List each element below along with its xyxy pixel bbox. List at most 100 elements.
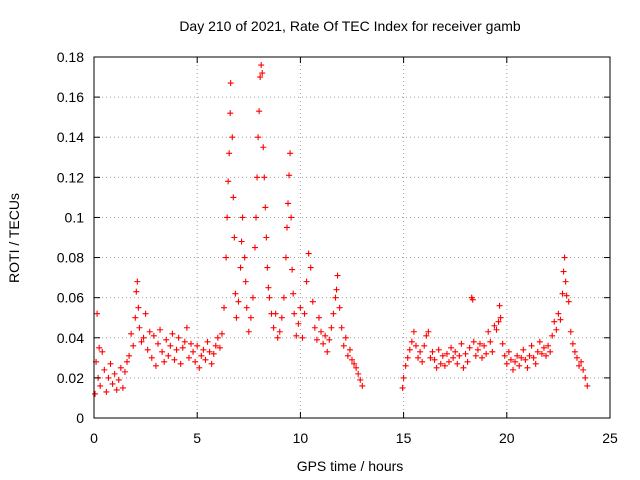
data-point [198,352,205,359]
y-tick-label: 0.06 [57,290,84,306]
data-point [124,358,131,365]
data-point [437,360,444,367]
data-point [415,354,422,361]
data-point [402,362,409,369]
data-point [245,328,252,335]
data-point [399,384,406,391]
data-point [126,352,133,359]
data-point [185,354,192,361]
data-point [161,358,168,365]
data-point [101,366,108,373]
data-point [528,342,535,349]
data-point [470,338,477,345]
data-point [355,370,362,377]
data-point [190,348,197,355]
data-point [313,336,320,343]
data-point [481,342,488,349]
data-point [265,284,272,291]
data-point [526,352,533,359]
data-point [233,314,240,321]
data-point [493,326,500,333]
data-point [286,172,293,179]
data-point [249,294,256,301]
data-point [232,290,239,297]
data-point [261,174,268,181]
data-point [150,332,157,339]
y-tick-label: 0.02 [57,370,84,386]
data-point [254,174,261,181]
data-point [495,318,502,325]
data-point [357,376,364,383]
data-point [130,342,137,349]
data-point [448,344,455,351]
data-point [274,334,281,341]
data-point [224,214,231,221]
data-point [464,358,471,365]
data-point [297,304,304,311]
data-point [320,340,327,347]
data-point [443,350,450,357]
data-point [253,214,260,221]
data-point [344,352,351,359]
data-point [210,350,217,357]
data-point [119,384,126,391]
plot-frame [93,56,611,419]
data-point [489,348,496,355]
data-point [330,310,337,317]
data-point [485,328,492,335]
data-point [431,356,438,363]
data-point [299,334,306,341]
data-point [138,338,145,345]
data-point [427,354,434,361]
data-point [408,338,415,345]
data-point [469,296,476,303]
data-point [287,150,294,157]
data-point [400,374,407,381]
data-point [353,364,360,371]
data-point [121,368,128,375]
data-point [311,324,318,331]
data-point [264,264,271,271]
data-point [551,318,558,325]
data-point [536,338,543,345]
data-point [146,328,153,335]
data-point [157,326,164,333]
data-point [326,336,333,343]
data-point [238,238,245,245]
data-point [169,330,176,337]
data-point [291,310,298,317]
data-point [524,364,531,371]
data-point [458,340,465,347]
data-point [192,358,199,365]
data-point [221,304,228,311]
data-point [241,254,248,261]
data-point [218,330,225,337]
data-point [557,316,564,323]
data-point [117,364,124,371]
data-point [181,338,188,345]
data-point [584,382,591,389]
data-point [216,344,223,351]
data-point [165,352,172,359]
data-point [289,266,296,273]
data-point [226,150,233,157]
data-point [290,290,297,297]
data-point [553,326,560,333]
data-point [472,352,479,359]
data-point [512,358,519,365]
data-point [410,328,417,335]
data-point [276,328,283,335]
data-points [92,62,591,397]
data-point [333,286,340,293]
data-point [555,310,562,317]
data-point [433,364,440,371]
data-point [532,360,539,367]
data-point [538,350,545,357]
data-point [115,376,122,383]
data-point [497,314,504,321]
data-point [237,264,244,271]
data-point [429,348,436,355]
data-point [530,354,537,361]
data-point [283,224,290,231]
data-point [315,314,322,321]
